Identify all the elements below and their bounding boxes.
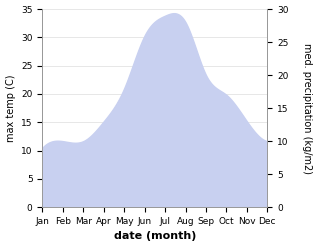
Y-axis label: med. precipitation (kg/m2): med. precipitation (kg/m2) [302,43,313,174]
X-axis label: date (month): date (month) [114,231,196,242]
Y-axis label: max temp (C): max temp (C) [5,74,16,142]
